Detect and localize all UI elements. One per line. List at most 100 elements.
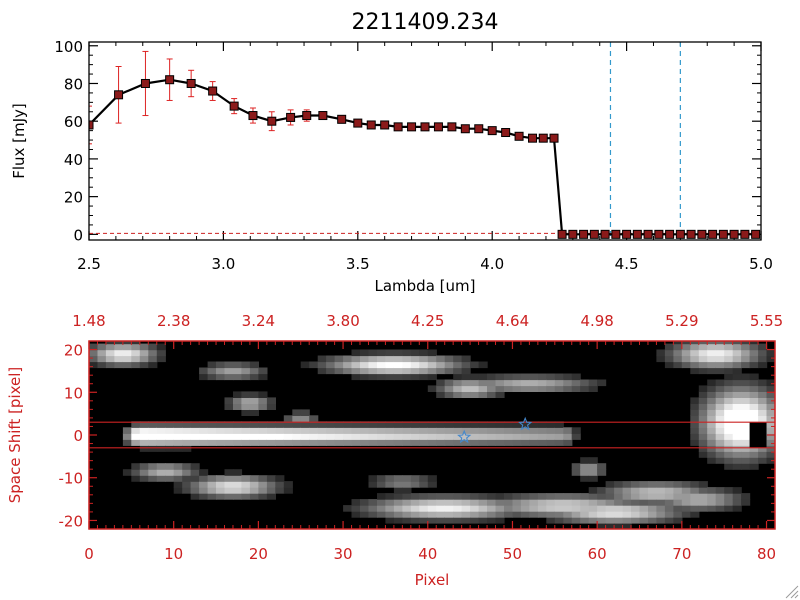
- image-pixel: [478, 433, 488, 440]
- image-pixel: [478, 517, 488, 524]
- image-pixel: [402, 517, 412, 524]
- image-pixel: [724, 487, 734, 494]
- image-pixel: [614, 523, 624, 529]
- image-pixel: [385, 475, 395, 482]
- image-pixel: [97, 349, 107, 357]
- image-pixel: [122, 355, 132, 363]
- image-pixel: [766, 451, 775, 458]
- image-pixel: [377, 511, 387, 518]
- image-pixel: [673, 481, 683, 488]
- image-pixel: [427, 499, 437, 506]
- image-pixel: [664, 505, 674, 512]
- image-pixel: [427, 349, 437, 357]
- image-pixel: [216, 427, 226, 434]
- image-pixel: [258, 367, 268, 375]
- image-pixel: [377, 499, 387, 506]
- image-pixel: [749, 397, 759, 404]
- image-pixel: [224, 469, 234, 476]
- image-pixel: [233, 493, 243, 500]
- image-pixel: [266, 475, 276, 482]
- image-pixel: [393, 499, 403, 506]
- data-point: [675, 229, 685, 239]
- image-pixel: [563, 439, 573, 446]
- image-pixel: [402, 511, 412, 518]
- image-pixel: [182, 475, 192, 482]
- image-pixel: [504, 385, 514, 392]
- image-pixel: [207, 481, 217, 488]
- image-pixel: [249, 403, 259, 410]
- image-pixel: [377, 427, 387, 434]
- image-pixel: [385, 361, 395, 369]
- top-y-axis-label: Flux [mJy]: [10, 103, 28, 179]
- top-reference-lines: [89, 42, 761, 240]
- image-pixel: [622, 511, 632, 518]
- image-pixel: [732, 379, 742, 387]
- image-pixel: [444, 355, 454, 363]
- image-pixel: [156, 475, 166, 482]
- image-pixel: [749, 343, 759, 351]
- image-pixel: [758, 385, 768, 392]
- image-pixel: [571, 463, 581, 470]
- image-pixel: [131, 463, 141, 470]
- image-pixel: [597, 505, 607, 512]
- image-pixel: [233, 361, 243, 369]
- image-pixel: [732, 341, 742, 345]
- image-pixel: [402, 499, 412, 506]
- image-pixel: [300, 427, 310, 434]
- image-pixel: [588, 457, 598, 464]
- image-pixel: [402, 439, 412, 446]
- image-pixel: [97, 343, 107, 351]
- image-pixel: [656, 481, 666, 488]
- image-pixel: [300, 409, 310, 416]
- image-pixel: [444, 511, 454, 518]
- data-point: [528, 133, 538, 143]
- image-pixel: [241, 367, 251, 375]
- image-pixel: [664, 481, 674, 488]
- image-pixel: [351, 499, 361, 506]
- image-pixel: [571, 493, 581, 500]
- image-pixel: [241, 493, 251, 500]
- image-pixel: [715, 457, 725, 464]
- image-pixel: [461, 421, 471, 428]
- resize-grip-icon[interactable]: [785, 585, 799, 599]
- image-pixel: [148, 421, 158, 428]
- image-pixel: [453, 355, 463, 363]
- image-pixel: [732, 457, 742, 464]
- image-pixel: [766, 445, 775, 452]
- flux-markers: [89, 75, 761, 239]
- image-pixel: [707, 403, 717, 410]
- image-pixel: [419, 505, 429, 512]
- data-point: [248, 111, 258, 121]
- image-pixel: [546, 505, 556, 512]
- image-pixel: [453, 433, 463, 440]
- image-pixel: [326, 367, 336, 375]
- image-pixel: [249, 397, 259, 404]
- image-pixel: [707, 487, 717, 494]
- image-pixel: [453, 379, 463, 387]
- image-pixel: [207, 361, 217, 369]
- data-point: [751, 229, 761, 239]
- image-pixel: [741, 415, 751, 422]
- image-pixel: [139, 469, 149, 476]
- image-pixel: [478, 499, 488, 506]
- image-pixel: [393, 511, 403, 518]
- image-pixel: [622, 505, 632, 512]
- image-pixel: [690, 355, 700, 363]
- image-pixel: [741, 343, 751, 351]
- top-x-axis-label: Lambda [um]: [375, 277, 476, 295]
- image-pixel: [139, 427, 149, 434]
- data-point: [718, 229, 728, 239]
- image-pixel: [495, 517, 505, 524]
- image-pixel: [690, 409, 700, 416]
- image-pixel: [766, 433, 775, 440]
- image-pixel: [631, 511, 641, 518]
- image-pixel: [732, 499, 742, 506]
- image-pixel: [766, 421, 775, 428]
- image-pixel: [673, 511, 683, 518]
- image-pixel: [385, 511, 395, 518]
- image-pixel: [580, 463, 590, 470]
- image-pixel: [444, 427, 454, 434]
- image-pixel: [631, 487, 641, 494]
- image-pixel: [190, 427, 200, 434]
- image-pixel: [224, 361, 234, 369]
